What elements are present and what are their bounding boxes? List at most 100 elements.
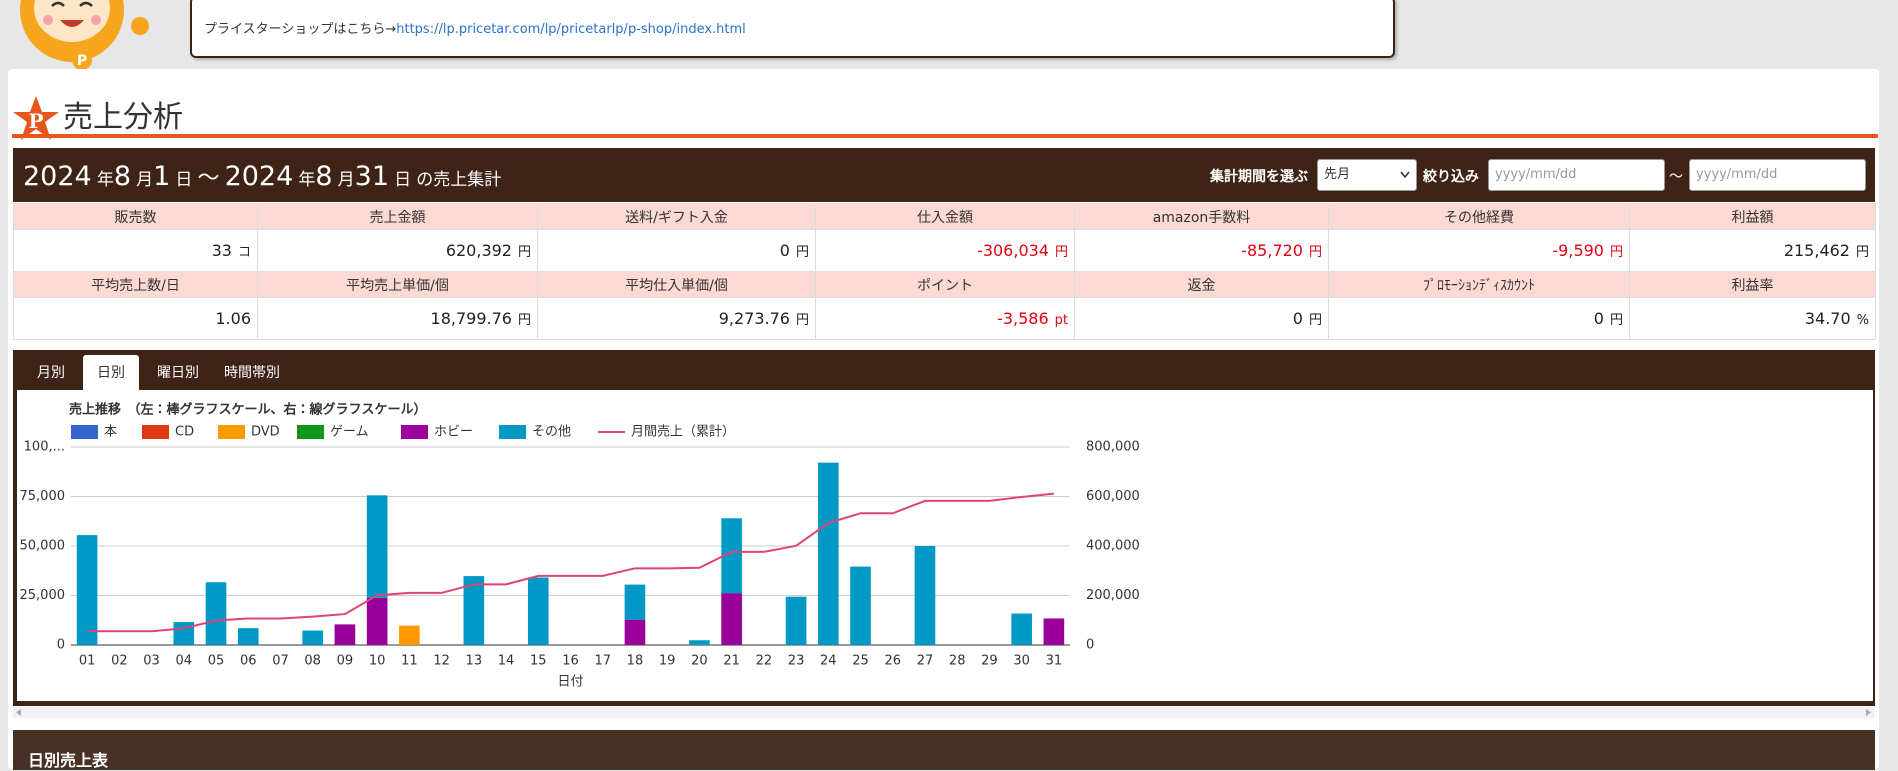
bar bbox=[237, 628, 259, 645]
legend-label: 月間売上（累計） bbox=[631, 424, 735, 440]
legend-label: CD bbox=[175, 425, 194, 440]
mascot-cheek bbox=[43, 15, 53, 25]
stat-value: -9,590 bbox=[1552, 241, 1604, 260]
x-tick-label: 25 bbox=[852, 654, 869, 669]
bar bbox=[914, 546, 936, 645]
stat-unit: 円 bbox=[517, 313, 531, 328]
y2-tick-label: 200,000 bbox=[1086, 588, 1140, 603]
bar bbox=[366, 495, 388, 598]
stat-value: 33 bbox=[211, 241, 232, 260]
stat-unit: 円 bbox=[1308, 313, 1322, 328]
stat-unit: 円 bbox=[1054, 245, 1068, 260]
tab[interactable]: 日別 bbox=[83, 355, 139, 391]
y2-tick-label: 600,000 bbox=[1086, 489, 1140, 504]
y-tick-label: 0 bbox=[57, 638, 65, 653]
stat-header: 返金 bbox=[1074, 271, 1329, 298]
x-tick-label: 22 bbox=[756, 654, 773, 669]
legend-swatch bbox=[297, 425, 324, 439]
bar bbox=[689, 640, 710, 645]
x-tick-label: 04 bbox=[176, 654, 193, 669]
tab[interactable]: 月別 bbox=[37, 365, 65, 381]
stat-value: 0 bbox=[1593, 309, 1604, 328]
day: 1 bbox=[153, 161, 171, 192]
chart-title: 売上推移 （左：棒グラフスケール、右：線グラフスケール） bbox=[69, 402, 427, 418]
date-from-input[interactable]: yyyy/mm/dd bbox=[1488, 159, 1665, 191]
title-icon: P bbox=[13, 96, 59, 140]
y-tick-label: 25,000 bbox=[20, 588, 66, 603]
tab[interactable]: 曜日別 bbox=[157, 365, 199, 381]
mascot-mouth bbox=[60, 20, 84, 27]
mascot-cheek bbox=[91, 15, 101, 25]
bar bbox=[334, 624, 356, 645]
mascot: P bbox=[20, 0, 149, 70]
bar bbox=[527, 577, 549, 645]
stat-unit: 円 bbox=[795, 313, 809, 328]
stat-unit: pt bbox=[1054, 313, 1068, 328]
x-tick-label: 21 bbox=[723, 654, 740, 669]
stat-value: -85,720 bbox=[1241, 241, 1303, 260]
x-tick-label: 13 bbox=[466, 654, 483, 669]
bar bbox=[366, 597, 388, 645]
scrollbar[interactable] bbox=[13, 707, 1875, 718]
day: 31 bbox=[354, 161, 390, 192]
select-value: 先月 bbox=[1324, 167, 1351, 182]
stat-unit: 円 bbox=[1609, 245, 1623, 260]
unit: 年 bbox=[96, 170, 114, 190]
notice-link[interactable]: https://lp.pricetar.com/lp/pricetarlp/p-… bbox=[396, 22, 746, 37]
y-tick-label: 50,000 bbox=[20, 539, 66, 554]
stat-header: 平均売上単価/個 bbox=[257, 271, 538, 298]
stat-value: 1.06 bbox=[215, 309, 251, 328]
header-row: 販売数 売上金額 送料/ギフト入金 仕入金額 amazon手数料 その他経費 利益額 bbox=[13, 203, 1876, 230]
stat-cell: -85,720 円 bbox=[1074, 229, 1329, 272]
mascot-badge bbox=[72, 50, 92, 70]
x-tick-label: 05 bbox=[208, 654, 225, 669]
x-axis-label: 日付 bbox=[557, 675, 583, 690]
x-tick-label: 27 bbox=[917, 654, 934, 669]
x-tick-label: 15 bbox=[530, 654, 547, 669]
x-tick-label: 24 bbox=[820, 654, 837, 669]
unit: 月 bbox=[337, 170, 355, 190]
x-tick-label: 02 bbox=[111, 654, 128, 669]
scroll-right bbox=[1866, 709, 1871, 716]
x-tick-label: 30 bbox=[1013, 654, 1030, 669]
x-tick-label: 23 bbox=[788, 654, 805, 669]
narrow-label: 絞り込み bbox=[1423, 169, 1479, 185]
x-tick-label: 11 bbox=[401, 654, 418, 669]
period-select[interactable]: 先月 bbox=[1317, 159, 1417, 191]
stat-unit: 円 bbox=[1609, 313, 1623, 328]
tab[interactable]: 時間帯別 bbox=[224, 365, 280, 381]
x-tick-label: 26 bbox=[884, 654, 901, 669]
bar bbox=[1011, 613, 1032, 645]
date-to-input[interactable]: yyyy/mm/dd bbox=[1689, 159, 1866, 191]
x-tick-label: 01 bbox=[79, 654, 96, 669]
mascot-letter: P bbox=[77, 53, 87, 69]
stat-header: その他経費 bbox=[1328, 203, 1630, 230]
stat-cell: 33 コ bbox=[13, 229, 258, 272]
stat-value: 18,799.76 bbox=[430, 309, 512, 328]
stat-value: 34.70 bbox=[1804, 309, 1851, 328]
bar bbox=[721, 593, 742, 645]
x-tick-label: 28 bbox=[949, 654, 966, 669]
title-underline bbox=[12, 134, 1878, 138]
month: 8 bbox=[315, 161, 333, 192]
x-tick-label: 09 bbox=[337, 654, 354, 669]
x-tick-label: 12 bbox=[433, 654, 450, 669]
bar bbox=[1043, 618, 1065, 645]
value-row: 1.06 18,799.76 円 9,273.76 円 -3,586 pt 0 円 0 円 34.70… bbox=[13, 297, 1876, 340]
chevron bbox=[1400, 171, 1410, 179]
x-tick-label: 06 bbox=[240, 654, 257, 669]
stat-cell: 18,799.76 円 bbox=[257, 297, 538, 340]
bar bbox=[817, 462, 839, 645]
stat-value: 9,273.76 bbox=[718, 309, 790, 328]
year: 2024 bbox=[23, 161, 92, 192]
stats-table: 販売数 売上金額 送料/ギフト入金 仕入金額 amazon手数料 その他経費 利益額 33 コ 6… bbox=[13, 203, 1876, 340]
year: 2024 bbox=[224, 161, 294, 192]
bar bbox=[76, 535, 98, 645]
header-row: 平均売上数/日 平均売上単価/個 平均仕入単価/個 ポイント 返金 ﾌﾟﾛﾓｰｼｮﾝﾃﾞｨ… bbox=[13, 271, 1876, 298]
bar bbox=[173, 622, 195, 645]
stat-header: 仕入金額 bbox=[815, 203, 1075, 230]
